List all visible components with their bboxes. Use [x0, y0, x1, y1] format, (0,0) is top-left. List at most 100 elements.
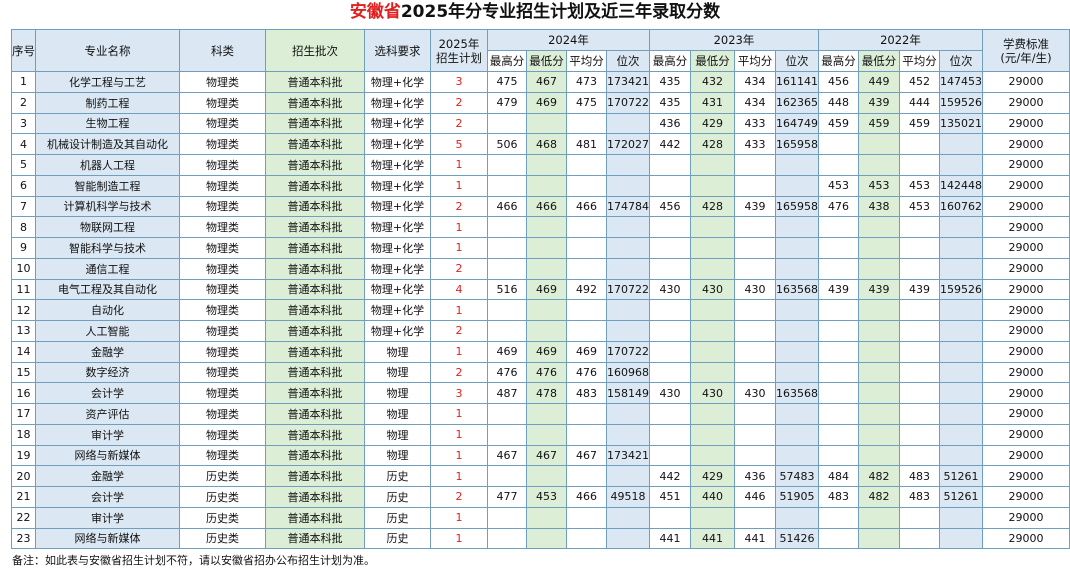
cell-max-2024: 469 — [487, 340, 527, 363]
cell-major-name: 资产评估 — [35, 403, 180, 425]
cell-tuition-fee: 29000 — [982, 299, 1070, 321]
cell-max-2022 — [818, 257, 859, 280]
cell-rank-2024: 170722 — [606, 340, 650, 363]
cell-max-2023 — [649, 506, 691, 529]
cell-min-2023: 428 — [690, 133, 735, 155]
cell-min-2024: 467 — [526, 444, 567, 467]
cell-min-2022: 449 — [858, 71, 900, 93]
cell-avg-2024: 469 — [566, 340, 607, 363]
cell-batch: 普通本科批 — [265, 257, 365, 280]
cell-avg-2023 — [734, 174, 776, 197]
cell-avg-2024 — [566, 257, 607, 280]
cell-subject-requirement: 物理 — [364, 423, 431, 446]
cell-major-name: 自动化 — [35, 299, 180, 321]
cell-rank-2024: 174784 — [606, 195, 650, 218]
table-row: 19 网络与新媒体 物理类 普通本科批 物理 1 467 467 467 173421 29000 — [11, 444, 1070, 467]
cell-avg-2023: 430 — [734, 382, 776, 404]
cell-avg-2023: 433 — [734, 112, 776, 135]
cell-max-2023 — [649, 216, 691, 238]
header-max: 最高分 — [818, 50, 859, 72]
table-row: 15 数字经济 物理类 普通本科批 物理 2 476 476 476 160968 29000 — [11, 361, 1070, 384]
cell-min-2023 — [690, 340, 735, 363]
cell-seq: 5 — [11, 154, 36, 176]
cell-max-2022: 456 — [818, 71, 859, 93]
cell-min-2022 — [858, 527, 900, 550]
cell-subject-requirement: 物理+化学 — [364, 71, 431, 93]
cell-tuition-fee: 29000 — [982, 423, 1070, 446]
cell-avg-2022 — [899, 257, 940, 280]
title-text: 2025年分专业招生计划及近三年录取分数 — [400, 2, 721, 22]
cell-batch: 普通本科批 — [265, 340, 365, 363]
cell-category: 物理类 — [179, 257, 266, 280]
cell-min-2024: 467 — [526, 71, 567, 93]
cell-tuition-fee: 29000 — [982, 403, 1070, 425]
cell-max-2024 — [487, 299, 527, 321]
cell-batch: 普通本科批 — [265, 237, 365, 259]
cell-max-2024: 475 — [487, 71, 527, 93]
cell-min-2022 — [858, 154, 900, 176]
cell-min-2022: 439 — [858, 91, 900, 114]
cell-rank-2024 — [606, 403, 650, 425]
cell-rank-2024: 173421 — [606, 444, 650, 467]
cell-rank-2022: 160762 — [939, 195, 983, 218]
cell-category: 物理类 — [179, 444, 266, 467]
cell-category: 历史类 — [179, 486, 266, 508]
cell-seq: 13 — [11, 320, 36, 342]
cell-rank-2022 — [939, 299, 983, 321]
table-row: 3 生物工程 物理类 普通本科批 物理+化学 2 436 429 433 164749 459 459… — [11, 112, 1070, 135]
header-fee-unit: (元/年/生) — [1000, 50, 1052, 65]
cell-subject-requirement: 物理+化学 — [364, 216, 431, 238]
cell-rank-2023 — [775, 361, 819, 384]
cell-min-2023: 430 — [690, 278, 735, 301]
cell-max-2023: 430 — [649, 278, 691, 301]
cell-max-2022: 439 — [818, 278, 859, 301]
cell-avg-2022 — [899, 133, 940, 155]
cell-rank-2023 — [775, 403, 819, 425]
cell-max-2022 — [818, 423, 859, 446]
cell-rank-2023: 51426 — [775, 527, 819, 550]
cell-max-2024: 476 — [487, 361, 527, 384]
cell-tuition-fee: 29000 — [982, 361, 1070, 384]
cell-tuition-fee: 29000 — [982, 486, 1070, 508]
cell-seq: 21 — [11, 486, 36, 508]
cell-rank-2024 — [606, 465, 650, 487]
cell-batch: 普通本科批 — [265, 382, 365, 404]
cell-avg-2022 — [899, 506, 940, 529]
cell-subject-requirement: 物理+化学 — [364, 133, 431, 155]
cell-avg-2022 — [899, 444, 940, 467]
cell-min-2024 — [526, 112, 567, 135]
cell-avg-2024 — [566, 112, 607, 135]
cell-category: 物理类 — [179, 299, 266, 321]
cell-category: 物理类 — [179, 340, 266, 363]
cell-min-2023 — [690, 444, 735, 467]
cell-subject-requirement: 物理+化学 — [364, 299, 431, 321]
cell-max-2024: 467 — [487, 444, 527, 467]
cell-batch: 普通本科批 — [265, 423, 365, 446]
cell-rank-2024 — [606, 320, 650, 342]
cell-tuition-fee: 29000 — [982, 444, 1070, 467]
cell-avg-2022 — [899, 299, 940, 321]
cell-avg-2024 — [566, 299, 607, 321]
cell-avg-2023: 430 — [734, 278, 776, 301]
cell-subject-requirement: 物理 — [364, 382, 431, 404]
cell-rank-2024 — [606, 216, 650, 238]
cell-subject-requirement: 物理+化学 — [364, 320, 431, 342]
cell-max-2023: 442 — [649, 465, 691, 487]
cell-rank-2022: 135021 — [939, 112, 983, 135]
cell-avg-2024 — [566, 216, 607, 238]
cell-plan-2025: 1 — [430, 237, 488, 259]
table-row: 14 金融学 物理类 普通本科批 物理 1 469 469 469 170722 29000 — [11, 340, 1070, 363]
cell-rank-2023 — [775, 154, 819, 176]
cell-min-2022 — [858, 320, 900, 342]
table-row: 20 金融学 历史类 普通本科批 历史 1 442 429 436 57483 484 482 483 5… — [11, 465, 1070, 487]
cell-plan-2025: 1 — [430, 527, 488, 550]
cell-avg-2023 — [734, 299, 776, 321]
page-title: 安徽省2025年分专业招生计划及近三年录取分数 — [0, 0, 1070, 26]
cell-max-2024 — [487, 112, 527, 135]
cell-max-2024 — [487, 237, 527, 259]
table-row: 1 化学工程与工艺 物理类 普通本科批 物理+化学 3 475 467 473 173421 435… — [11, 71, 1070, 93]
table-row: 6 智能制造工程 物理类 普通本科批 物理+化学 1 453 453 453 142448 2900… — [11, 174, 1070, 197]
cell-max-2023 — [649, 299, 691, 321]
table-row: 4 机械设计制造及其自动化 物理类 普通本科批 物理+化学 5 506 468 481 17202… — [11, 133, 1070, 155]
cell-batch: 普通本科批 — [265, 444, 365, 467]
